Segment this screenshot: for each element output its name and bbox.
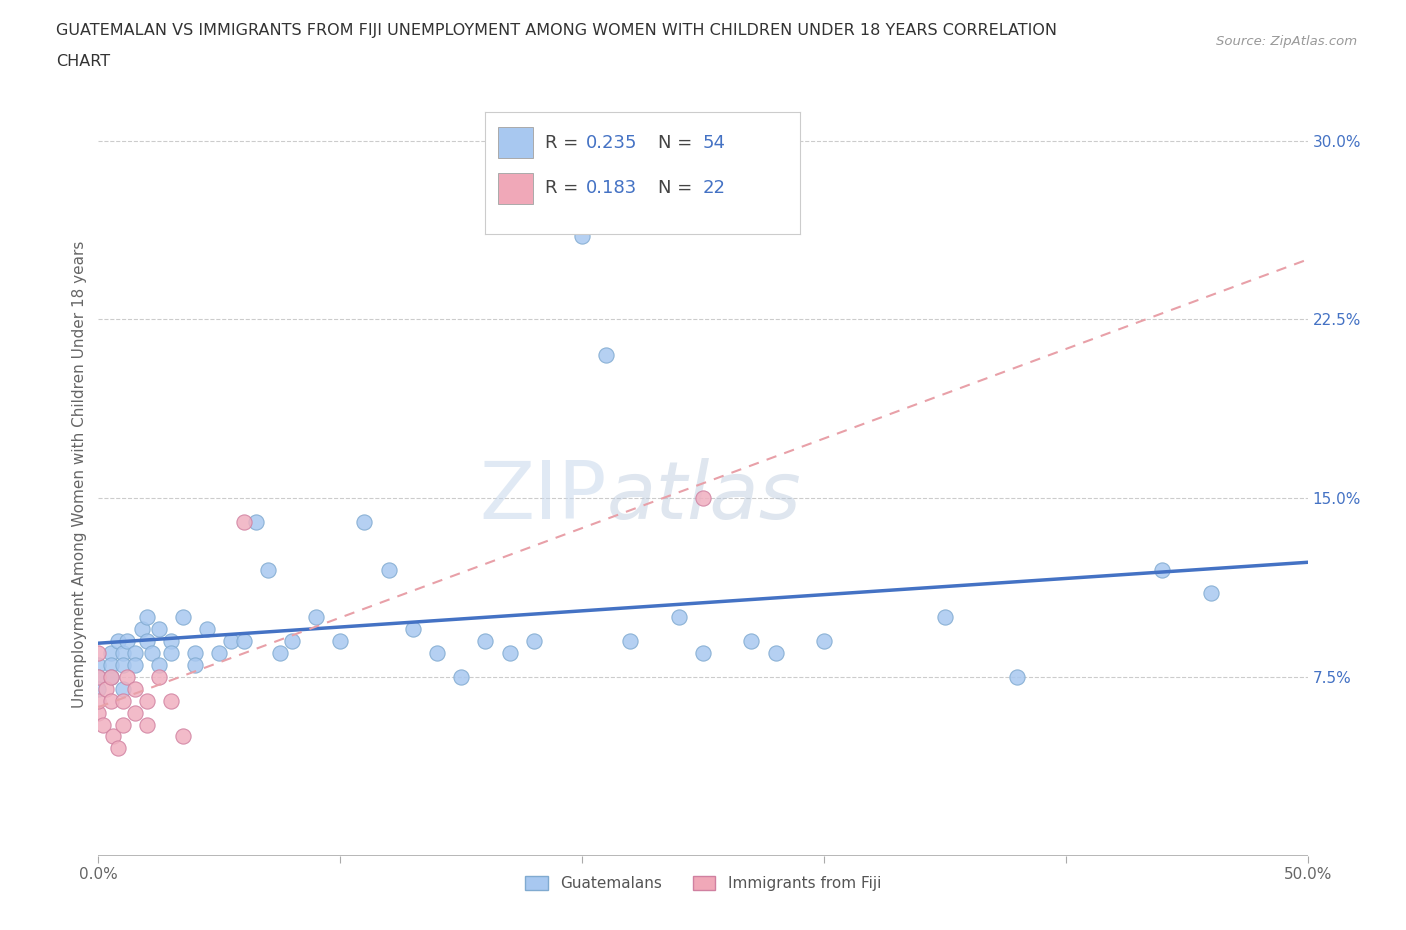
Point xyxy=(111,717,134,732)
Point xyxy=(934,610,956,625)
Point xyxy=(377,562,399,577)
Point xyxy=(498,645,520,660)
Point xyxy=(87,658,110,672)
Point xyxy=(208,645,231,660)
Point xyxy=(595,348,617,363)
Point xyxy=(184,658,207,672)
Point xyxy=(135,717,157,732)
Point xyxy=(668,610,690,625)
Point xyxy=(141,645,163,660)
Point xyxy=(111,658,134,672)
Point xyxy=(111,682,134,697)
Point xyxy=(232,514,254,529)
Point xyxy=(329,633,352,648)
Text: CHART: CHART xyxy=(56,54,110,69)
Point xyxy=(571,229,593,244)
Point xyxy=(474,633,496,648)
Point xyxy=(124,682,146,697)
Point xyxy=(692,645,714,660)
Point xyxy=(1007,670,1029,684)
Point xyxy=(402,622,425,637)
Text: ZIP: ZIP xyxy=(479,458,606,537)
Point xyxy=(117,633,139,648)
Point xyxy=(94,682,117,697)
Point xyxy=(160,693,183,708)
Point xyxy=(135,633,157,648)
Point xyxy=(131,622,153,637)
Point xyxy=(172,729,194,744)
Point xyxy=(87,693,110,708)
Y-axis label: Unemployment Among Women with Children Under 18 years: Unemployment Among Women with Children U… xyxy=(72,241,87,708)
Point xyxy=(87,670,110,684)
Point xyxy=(135,610,157,625)
Point xyxy=(87,705,110,720)
Point xyxy=(172,610,194,625)
Point xyxy=(450,670,472,684)
Point xyxy=(160,633,183,648)
Point xyxy=(117,670,139,684)
Point xyxy=(269,645,291,660)
Point xyxy=(100,670,122,684)
Point xyxy=(87,670,110,684)
Legend: Guatemalans, Immigrants from Fiji: Guatemalans, Immigrants from Fiji xyxy=(519,870,887,897)
Point xyxy=(87,682,110,697)
Point xyxy=(135,693,157,708)
Point xyxy=(740,633,762,648)
Point xyxy=(195,622,218,637)
Text: Source: ZipAtlas.com: Source: ZipAtlas.com xyxy=(1216,35,1357,48)
Point xyxy=(353,514,375,529)
Point xyxy=(107,741,129,756)
Text: GUATEMALAN VS IMMIGRANTS FROM FIJI UNEMPLOYMENT AMONG WOMEN WITH CHILDREN UNDER : GUATEMALAN VS IMMIGRANTS FROM FIJI UNEMP… xyxy=(56,23,1057,38)
Point xyxy=(111,693,134,708)
Point xyxy=(100,658,122,672)
Point xyxy=(281,633,304,648)
Point xyxy=(100,693,122,708)
Point xyxy=(692,491,714,506)
Point xyxy=(124,658,146,672)
Point xyxy=(91,717,114,732)
Point xyxy=(256,562,278,577)
Point xyxy=(245,514,267,529)
Point xyxy=(305,610,328,625)
Point xyxy=(148,670,170,684)
Point xyxy=(221,633,243,648)
Point xyxy=(111,645,134,660)
Point xyxy=(1199,586,1222,601)
Point xyxy=(124,645,146,660)
Point xyxy=(232,633,254,648)
Point xyxy=(107,633,129,648)
Point xyxy=(87,645,110,660)
Point xyxy=(619,633,641,648)
Point xyxy=(100,645,122,660)
Point xyxy=(1152,562,1174,577)
Point xyxy=(148,622,170,637)
Text: atlas: atlas xyxy=(606,458,801,537)
Point xyxy=(765,645,787,660)
Point xyxy=(813,633,835,648)
Point xyxy=(100,670,122,684)
Point xyxy=(124,705,146,720)
Point xyxy=(160,645,183,660)
Point xyxy=(101,729,124,744)
Point xyxy=(148,658,170,672)
Point xyxy=(426,645,449,660)
Point xyxy=(523,633,546,648)
Point xyxy=(184,645,207,660)
